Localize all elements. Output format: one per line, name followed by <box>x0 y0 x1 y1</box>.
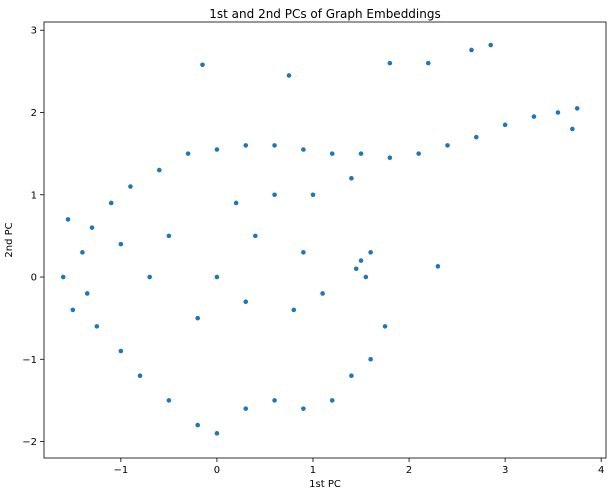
data-point <box>363 274 369 280</box>
data-point <box>94 324 100 329</box>
data-points <box>60 42 580 436</box>
data-point <box>195 422 201 428</box>
x-tick-label: 0 <box>214 465 220 476</box>
data-point <box>286 73 292 78</box>
y-tick-label: −2 <box>22 437 37 448</box>
data-point <box>118 241 124 247</box>
data-point <box>147 274 152 280</box>
data-point <box>425 60 431 66</box>
data-point <box>301 250 306 255</box>
data-point <box>358 258 364 263</box>
y-tick-label: −1 <box>22 355 37 366</box>
data-point <box>387 155 393 161</box>
data-point <box>253 233 258 239</box>
x-tick-label: −1 <box>113 465 128 476</box>
data-point <box>89 225 95 230</box>
data-point <box>349 373 354 379</box>
data-point <box>128 184 133 189</box>
data-point <box>65 217 71 222</box>
data-point <box>329 398 335 403</box>
data-point <box>435 264 441 269</box>
data-point <box>166 398 172 403</box>
x-axis-title: 1st PC <box>309 479 341 490</box>
data-point <box>166 233 172 239</box>
y-tick-label: 1 <box>31 190 37 201</box>
y-tick-label: 0 <box>31 273 37 284</box>
x-tick-label: 2 <box>406 465 412 476</box>
data-point <box>349 176 354 181</box>
data-point <box>301 406 306 411</box>
data-point <box>60 274 66 280</box>
data-point <box>272 192 277 198</box>
data-point <box>70 307 76 313</box>
data-point <box>272 143 277 148</box>
data-point <box>531 114 537 119</box>
x-axis: −1 0 1 2 3 4 <box>113 458 604 476</box>
data-point <box>382 324 388 329</box>
data-point <box>200 62 205 68</box>
data-point <box>84 291 90 296</box>
data-point <box>574 106 580 111</box>
chart-title: 1st and 2nd PCs of Graph Embeddings <box>209 7 440 21</box>
y-tick-label: 3 <box>31 26 37 37</box>
data-point <box>137 373 143 379</box>
y-axis-title: 2nd PC <box>4 222 15 257</box>
data-point <box>108 200 114 206</box>
data-point <box>353 266 359 272</box>
data-point <box>358 151 364 156</box>
data-point <box>301 147 306 152</box>
data-point <box>214 431 220 436</box>
plot-frame <box>43 21 607 459</box>
x-tick-label: 1 <box>310 465 316 476</box>
data-point <box>570 126 575 132</box>
data-point <box>320 291 325 296</box>
y-axis: −2 −1 0 1 2 3 <box>22 26 44 448</box>
data-point <box>445 143 450 148</box>
data-point <box>555 110 561 115</box>
data-point <box>156 167 162 173</box>
data-point <box>214 147 220 152</box>
x-tick-label: 3 <box>502 465 508 476</box>
data-point <box>368 356 373 362</box>
data-point <box>80 250 85 255</box>
x-tick-label: 4 <box>598 465 604 476</box>
data-point <box>416 151 421 156</box>
data-point <box>488 42 494 48</box>
y-tick-label: 2 <box>31 108 37 119</box>
data-point <box>185 151 191 156</box>
data-point <box>469 47 474 53</box>
data-point <box>329 151 335 156</box>
data-point <box>214 274 220 280</box>
data-point <box>474 134 479 140</box>
data-point <box>387 60 393 66</box>
data-point <box>233 200 239 206</box>
data-point <box>291 307 297 313</box>
plot-area <box>43 21 607 459</box>
data-point <box>310 192 316 198</box>
data-point <box>368 250 373 255</box>
data-point <box>272 398 277 403</box>
data-point <box>118 348 124 354</box>
data-point <box>195 315 201 321</box>
data-point <box>502 122 508 128</box>
data-point <box>243 299 249 304</box>
data-point <box>243 143 249 148</box>
data-point <box>243 406 249 411</box>
